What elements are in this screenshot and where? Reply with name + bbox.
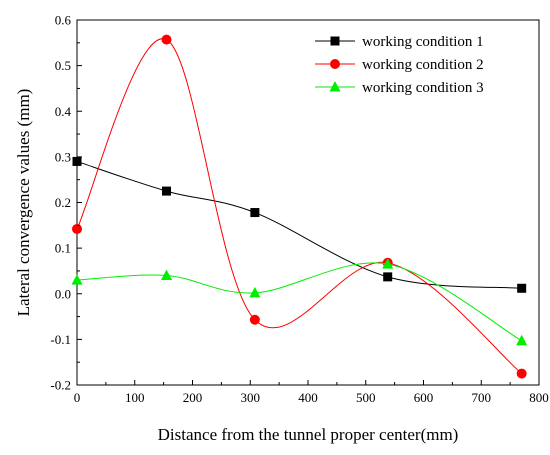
plot-area [76,19,540,386]
legend-marker [330,36,340,46]
x-tick-label: 600 [414,390,434,405]
x-axis-title: Distance from the tunnel proper center(m… [158,425,459,444]
x-tick-label: 700 [472,390,492,405]
legend-label: working condition 3 [362,80,484,96]
data-point [249,314,260,325]
x-tick-label: 100 [125,390,145,405]
y-tick-label: 0.1 [55,241,71,256]
data-point [162,186,172,196]
y-tick-label: -0.2 [50,378,71,393]
series-1 [72,156,527,293]
y-tick-label: 0.3 [55,149,71,164]
plot-frame [76,19,540,386]
ticks-layer: 0 100 200 300 400 500 600 700 800 -0.2 -0.1 0.0 0.1 0… [50,13,548,406]
data-point [249,286,261,298]
series-line [76,160,522,289]
y-tick-label: -0.1 [50,332,71,347]
series-line [76,38,522,374]
y-tick-label: 0.4 [55,104,72,119]
data-point [250,208,260,218]
y-tick-label: 0.0 [55,286,71,301]
data-point [71,274,83,285]
data-point [72,223,82,234]
legend-marker [329,81,341,92]
y-axis-title: Lateral convergence values (mm) [14,89,33,317]
y-tick-label: 0.6 [55,13,72,28]
x-tick-label: 800 [529,390,549,405]
legend: working condition 1 working condition 2 wo… [315,34,484,96]
data-point [516,334,528,346]
x-tick-label: 200 [183,390,203,405]
x-tick-label: 400 [298,390,318,405]
series-layer [71,34,528,379]
series-line [76,262,522,342]
data-point [382,258,394,269]
data-point [383,272,393,282]
legend-label: working condition 2 [362,57,484,73]
y-tick-label: 0.2 [55,195,71,210]
data-point [517,283,527,293]
data-point [516,368,527,379]
data-point [161,269,173,280]
data-point [161,34,172,45]
data-point [72,156,82,166]
legend-label: working condition 1 [362,34,484,50]
x-tick-label: 300 [241,390,261,405]
series-3 [71,258,528,346]
x-tick-label: 500 [356,390,376,405]
legend-marker [330,59,340,69]
y-tick-label: 0.5 [55,58,71,73]
x-tick-label: 0 [74,390,81,405]
